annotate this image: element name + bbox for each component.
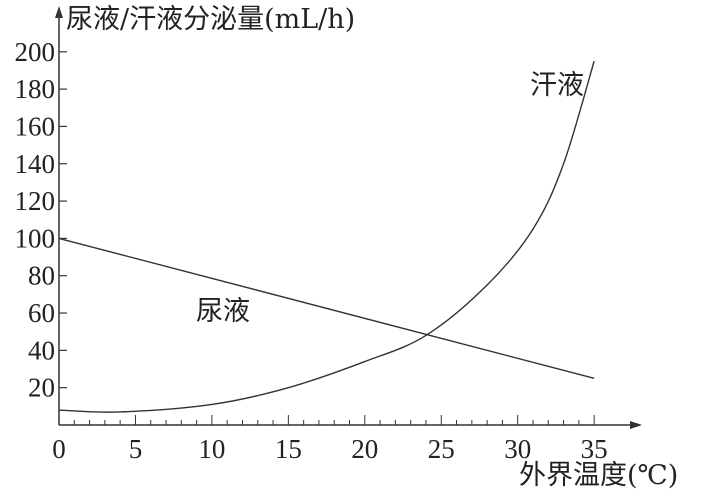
y-axis-label: 尿液/汗液分泌量(mL/h) — [66, 4, 356, 35]
y-tick-label: 200 — [15, 37, 56, 67]
y-tick-label: 100 — [15, 223, 56, 253]
x-axis-arrow-icon — [630, 421, 642, 429]
urine-annotation: 尿液 — [196, 296, 250, 327]
y-tick-label: 180 — [15, 74, 56, 104]
x-tick-label: 30 — [504, 434, 531, 464]
x-tick-label: 25 — [428, 434, 455, 464]
x-ticks: 0 5 10 15 20 25 30 35 — [52, 415, 608, 464]
x-tick-label: 5 — [129, 434, 143, 464]
y-tick-label: 60 — [28, 298, 55, 328]
x-tick-label: 15 — [275, 434, 302, 464]
y-axis-arrow-icon — [55, 6, 63, 18]
y-tick-label: 160 — [15, 111, 56, 141]
x-tick-label: 20 — [351, 434, 378, 464]
y-tick-label: 120 — [15, 186, 56, 216]
x-tick-label: 35 — [581, 434, 608, 464]
y-ticks: 20 40 60 80 100 120 140 160 180 200 — [15, 37, 67, 403]
sweat-series-line — [58, 60, 595, 413]
x-axis-label: 外界温度(℃) — [519, 460, 679, 491]
y-tick-label: 140 — [15, 149, 56, 179]
x-tick-label: 0 — [52, 434, 66, 464]
urine-series-line — [58, 237, 595, 380]
sweat-annotation: 汗液 — [530, 70, 584, 101]
x-tick-label: 10 — [198, 434, 225, 464]
y-tick-label: 20 — [28, 373, 55, 403]
y-tick-label: 40 — [28, 335, 55, 365]
y-tick-label: 80 — [28, 261, 55, 291]
